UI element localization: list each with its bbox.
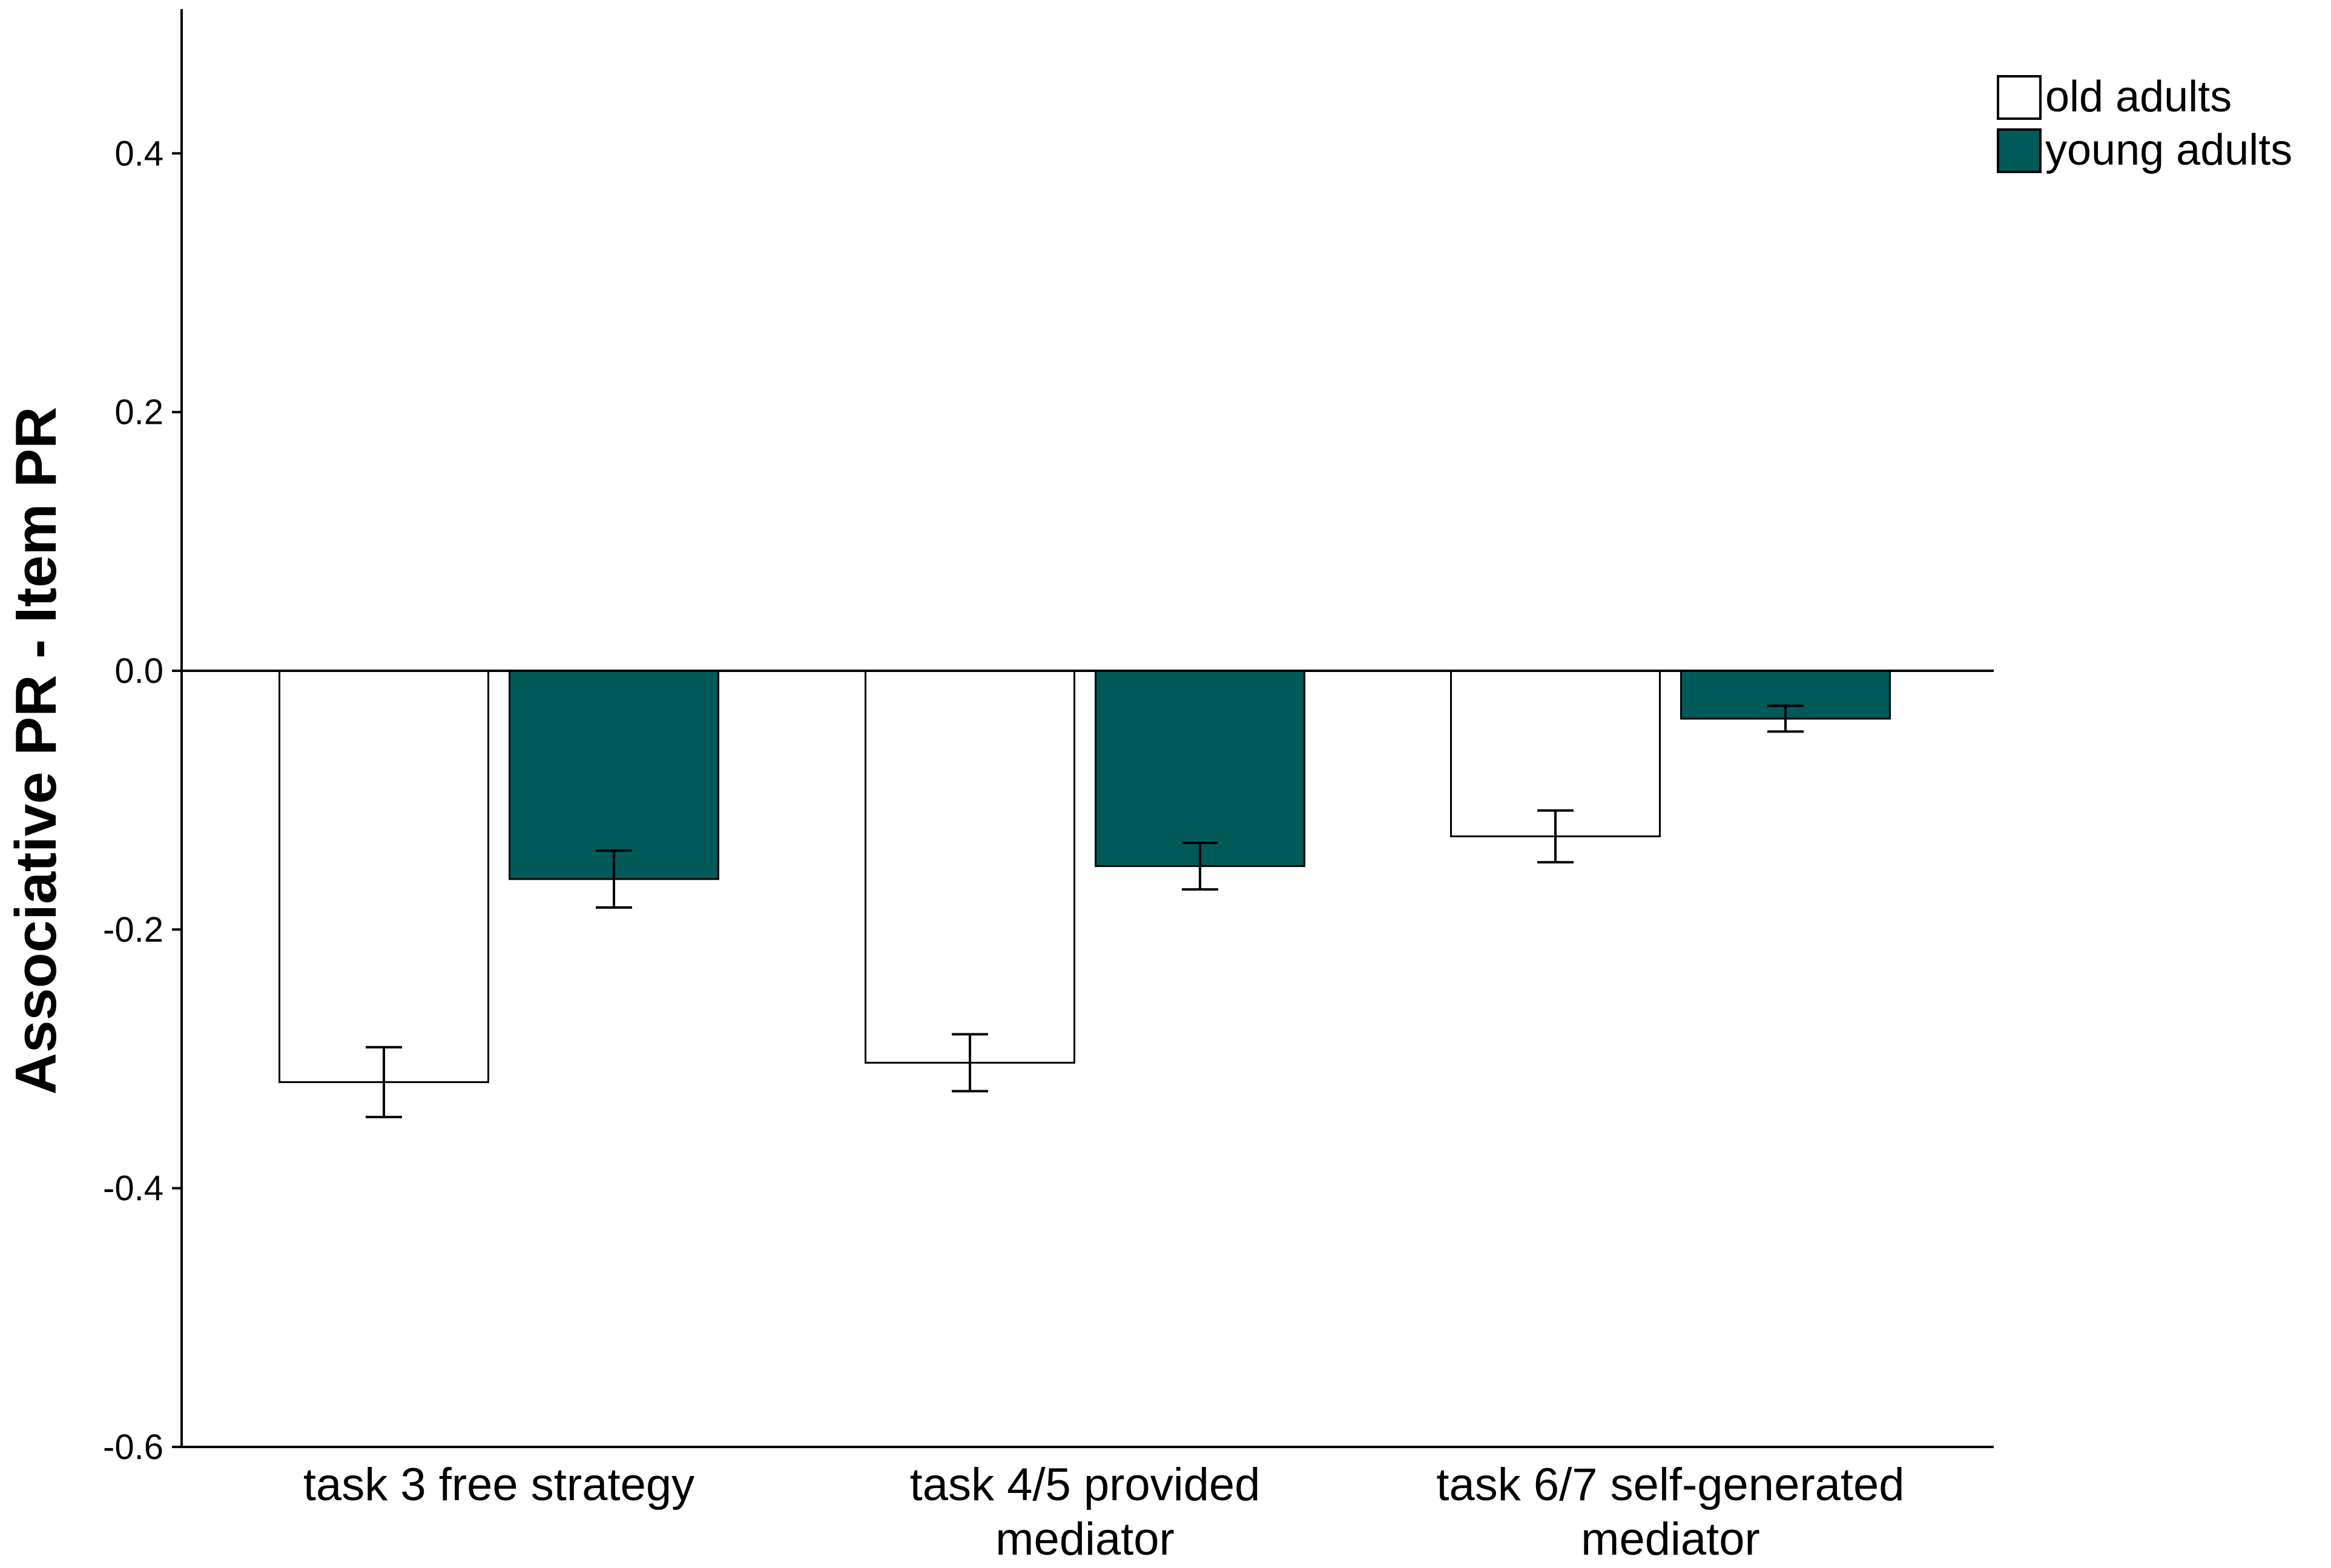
bar-young-adults bbox=[1095, 670, 1305, 868]
x-category-label: task 4/5 provided mediator bbox=[910, 1459, 1261, 1565]
bar-old-adults bbox=[865, 670, 1075, 1064]
bar-old-adults bbox=[279, 670, 489, 1083]
legend-label: old adults bbox=[2045, 73, 2232, 121]
y-tick-label: -0.6 bbox=[103, 1428, 163, 1467]
legend-swatch bbox=[1997, 75, 2042, 120]
axes-layer bbox=[180, 9, 1994, 1448]
y-axis-label: Associative PR - Item PR bbox=[4, 407, 68, 1095]
y-tick-label: 0.4 bbox=[114, 134, 163, 173]
bars-layer bbox=[279, 670, 1891, 1083]
error-bars-layer bbox=[366, 704, 1804, 1119]
y-axis-ticks: -0.6 -0.4 -0.2 0.0 0.2 0.4 bbox=[103, 134, 182, 1467]
y-tick-label: 0.0 bbox=[114, 651, 163, 691]
legend-label: young adults bbox=[2045, 126, 2292, 174]
x-category-label: task 6/7 self-generated mediator bbox=[1436, 1459, 1904, 1565]
bar-old-adults bbox=[1450, 670, 1661, 837]
bar-young-adults bbox=[509, 670, 719, 880]
legend-swatch bbox=[1997, 128, 2042, 173]
y-tick-label: -0.2 bbox=[103, 910, 163, 949]
x-axis-categories: task 3 free strategy task 4/5 provided med… bbox=[303, 1459, 1905, 1565]
y-tick-label: -0.4 bbox=[103, 1169, 163, 1208]
y-tick-label: 0.2 bbox=[114, 393, 163, 432]
x-category-label: task 3 free strategy bbox=[303, 1459, 694, 1510]
legend: old adults young adults bbox=[1997, 73, 2292, 174]
